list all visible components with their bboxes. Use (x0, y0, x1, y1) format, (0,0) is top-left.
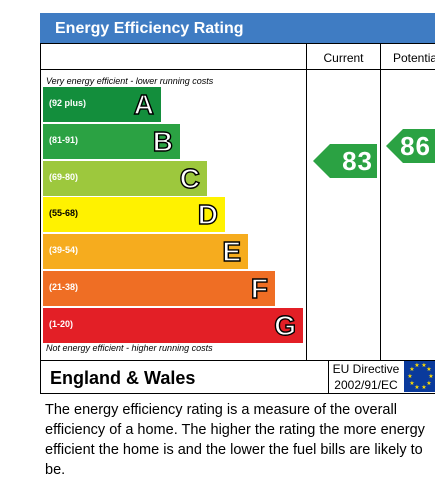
band-f: (21-38) F (43, 271, 275, 306)
svg-text:★: ★ (414, 384, 419, 391)
eu-flag-icon: ★ ★ ★ ★ ★ ★ ★ ★ ★ ★ (404, 361, 435, 392)
column-divider-2 (380, 43, 381, 361)
band-range-label: (69-80) (49, 171, 79, 182)
svg-text:★: ★ (414, 362, 419, 369)
potential-column-header: Potential (381, 45, 435, 69)
header-underline (40, 69, 435, 70)
band-letter-label: F (250, 272, 269, 304)
band-letter-label: E (222, 235, 242, 268)
region-label: England & Wales (50, 368, 196, 388)
band-e: (39-54) E (43, 234, 248, 270)
svg-text:★: ★ (407, 373, 412, 380)
eu-directive-line2: 2002/91/EC (334, 378, 398, 392)
potential-rating-arrow: 86 (386, 128, 435, 163)
band-range-label: (21-38) (49, 282, 79, 292)
svg-text:★: ★ (421, 384, 426, 391)
band-b: (81-91) B (43, 123, 180, 159)
band-range-label: (92 plus) (49, 98, 87, 108)
potential-column-label: Potential (393, 51, 435, 65)
band-range-label: (55-68) (49, 208, 79, 219)
band-range-label: (1-20) (49, 318, 74, 329)
current-rating-value: 83 (342, 145, 373, 176)
svg-text:★: ★ (426, 366, 431, 373)
band-c: (69-80) C (43, 160, 207, 196)
column-divider-1 (306, 43, 307, 361)
band-range-label: (81-91) (49, 134, 79, 145)
frame-top (40, 43, 435, 44)
band-letter-label: D (197, 199, 219, 231)
frame-left (40, 43, 41, 394)
footer-divider (40, 360, 435, 361)
frame-bottom (40, 393, 435, 394)
current-column-label: Current (323, 51, 364, 65)
svg-text:★: ★ (426, 380, 431, 387)
top-note: Very energy efficient - lower running co… (46, 76, 214, 86)
current-column-header: Current (307, 45, 380, 69)
directive-divider (328, 360, 329, 394)
svg-text:★: ★ (409, 380, 414, 387)
band-a: (92 plus) A (43, 87, 161, 122)
band-range-label: (39-54) (49, 245, 79, 256)
svg-text:★: ★ (421, 362, 426, 369)
current-rating-arrow: 83 (313, 143, 377, 178)
band-g: (1-20) G (43, 307, 303, 343)
chart-title: Energy Efficiency Rating (55, 20, 244, 37)
description-text: The energy efficiency rating is a measur… (45, 402, 425, 478)
band-letter-label: C (179, 162, 201, 194)
svg-text:★: ★ (409, 366, 414, 373)
potential-rating-value: 86 (400, 130, 431, 161)
band-letter-label: B (152, 125, 174, 157)
eu-directive-line1: EU Directive (332, 362, 400, 376)
svg-text:★: ★ (428, 373, 433, 380)
bottom-note: Not energy efficient - higher running co… (46, 343, 213, 353)
chart-title-bar: Energy Efficiency Rating (40, 13, 435, 43)
band-letter-label: A (133, 88, 155, 120)
band-letter-label: G (274, 309, 297, 341)
band-d: (55-68) D (43, 197, 225, 233)
